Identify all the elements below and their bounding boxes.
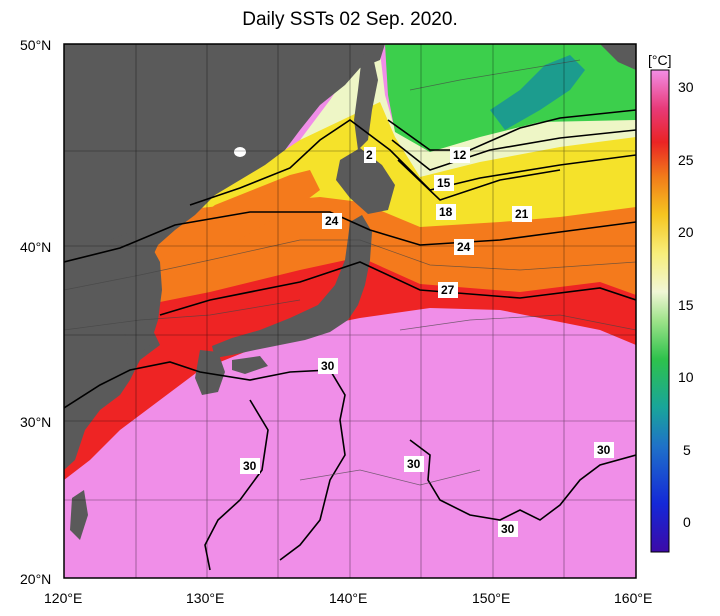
colorbar-tick: 15 [678,297,694,313]
lon-label: 150°E [472,590,510,606]
lat-axis: 50°N 40°N 30°N 20°N [20,37,51,587]
contour-label: 24 [325,214,339,228]
contour-label: 27 [441,283,455,297]
sea-of-japan [160,170,320,268]
contour-27 [159,261,636,316]
contour-label: 15 [437,176,451,190]
land-sakhalin [354,52,378,150]
colorbar-tick: 5 [683,442,691,458]
contour-label: 30 [243,459,257,473]
map-frame [63,43,637,579]
lat-label: 20°N [20,571,51,587]
ocean-teal-core [490,55,585,130]
land-islet [234,147,246,157]
land-kamchatka [600,44,636,70]
grid-lines [64,44,636,578]
colorbar-tick: 20 [678,224,694,240]
contour-label: 30 [597,443,611,457]
land-honshu [212,215,372,358]
contour-minor [64,59,636,486]
contour-label: 12 [453,148,467,162]
land-korea [108,232,162,355]
contour-label-group: 2 12 15 18 21 24 24 27 30 30 30 30 30 [240,147,614,537]
colorbar-tick: 10 [678,369,694,385]
lon-label: 160°E [614,590,652,606]
lon-label: 120°E [44,590,82,606]
lon-label: 130°E [186,590,224,606]
colorbar-ramp [650,69,670,553]
contour-21 [189,119,636,206]
contour-12 [387,109,636,151]
ocean-pale-band [300,52,636,177]
land-kyushu [195,350,225,395]
contour-label: 18 [439,205,453,219]
lat-label: 50°N [20,37,51,53]
contour-30-c [409,439,636,521]
land-hokkaido [336,148,395,214]
colorbar-unit: [°C] [648,52,672,68]
contour-label: 21 [515,207,529,221]
lon-axis: 120°E 130°E 140°E 150°E 160°E [44,590,652,606]
lat-label: 40°N [20,239,51,255]
map-title: Daily SSTs 02 Sep. 2020. [242,9,458,30]
contour-label: 24 [457,240,471,254]
contour-label: 2 [366,148,373,162]
colorbar: [°C] 30 25 20 15 10 5 0 [648,52,694,553]
land-shikoku [232,356,268,374]
contour-label: 30 [321,359,335,373]
lon-label: 140°E [329,590,367,606]
lat-label: 30°N [20,414,51,430]
contour-18 [397,159,561,201]
colorbar-tick: 0 [683,514,691,530]
land-taiwan [70,490,88,540]
contour-label: 30 [407,457,421,471]
colorbar-tick: 25 [678,152,694,168]
contour-15 [391,129,636,171]
land-asia [64,44,385,470]
colorbar-tick: 30 [678,79,694,95]
contour-label: 30 [501,522,515,536]
